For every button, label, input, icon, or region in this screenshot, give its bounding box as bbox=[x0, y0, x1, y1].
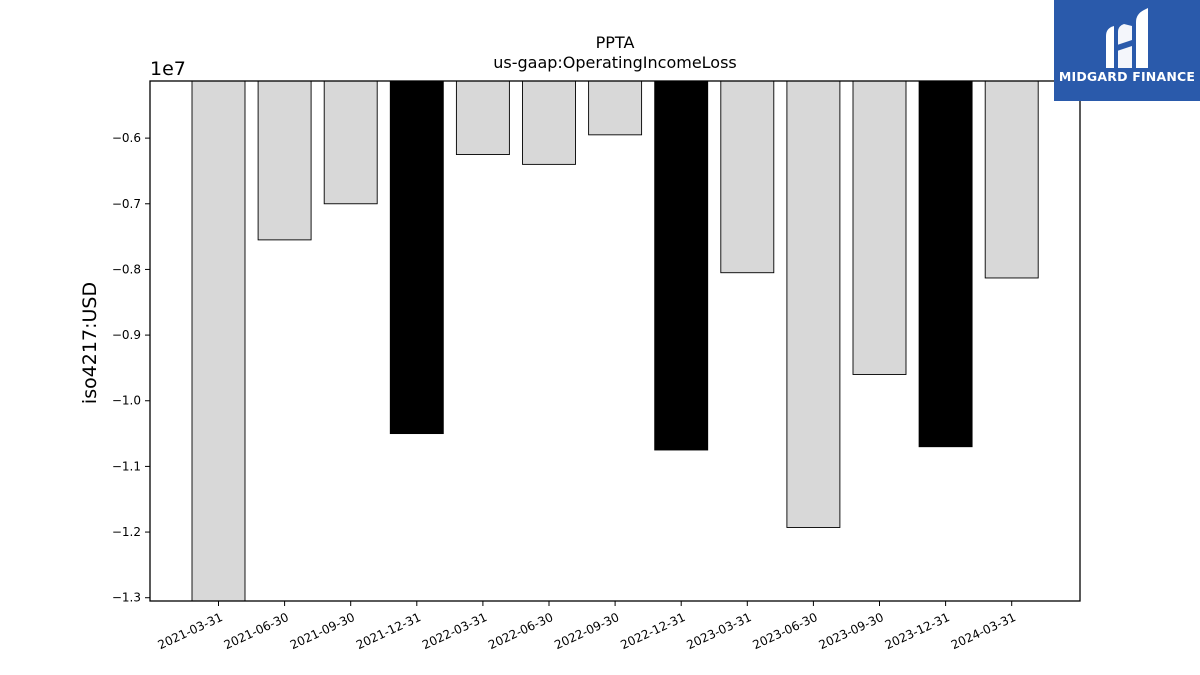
y-tick-label: −1.1 bbox=[112, 459, 141, 473]
bar-2021-12-31 bbox=[389, 80, 444, 435]
bar-2023-09-30 bbox=[852, 80, 907, 375]
bar-2024-03-31 bbox=[984, 80, 1039, 279]
midgard-logo-icon bbox=[1054, 0, 1200, 101]
bar-2021-06-30 bbox=[257, 80, 312, 241]
y-tick-label: −1.2 bbox=[112, 525, 141, 539]
brand-logo: MIDGARD FINANCE bbox=[1054, 0, 1200, 101]
y-tick-label: −0.8 bbox=[112, 262, 141, 276]
y-axis-offset-label: 1e7 bbox=[150, 58, 186, 80]
x-tick-label: 2023-06-30 bbox=[751, 610, 820, 652]
x-tick-label: 2023-03-31 bbox=[684, 610, 753, 652]
bar-2021-09-30 bbox=[323, 80, 378, 205]
bars-group bbox=[191, 80, 1039, 602]
logo-text: MIDGARD FINANCE bbox=[1058, 69, 1196, 84]
x-tick-label: 2021-06-30 bbox=[222, 610, 291, 652]
x-tick-label: 2021-12-31 bbox=[354, 610, 423, 652]
x-tick-label: 2022-03-31 bbox=[420, 610, 489, 652]
bar-2022-06-30 bbox=[522, 80, 576, 165]
y-axis-label: iso4217:USD bbox=[79, 282, 101, 404]
y-tick-label: −0.6 bbox=[112, 131, 141, 145]
x-tick-label: 2022-09-30 bbox=[552, 610, 621, 652]
x-tick-label: 2021-03-31 bbox=[156, 610, 225, 652]
x-tick-label: 2021-09-30 bbox=[288, 610, 357, 652]
chart-subtitle: us-gaap:OperatingIncomeLoss bbox=[493, 53, 737, 72]
bar-2021-03-31 bbox=[191, 80, 246, 602]
bar-2022-09-30 bbox=[588, 80, 643, 136]
bar-2022-03-31 bbox=[455, 80, 510, 155]
y-tick-label: −1.0 bbox=[112, 394, 141, 408]
x-tick-label: 2022-06-30 bbox=[486, 610, 555, 652]
x-tick-label: 2024-03-31 bbox=[949, 610, 1018, 652]
bar-2023-03-31 bbox=[720, 80, 775, 274]
y-tick-label: −1.3 bbox=[112, 591, 141, 605]
bar-2023-06-30 bbox=[786, 80, 841, 528]
x-tick-label: 2023-12-31 bbox=[883, 610, 952, 652]
bar-2022-12-31 bbox=[654, 80, 709, 451]
x-tick-label: 2022-12-31 bbox=[618, 610, 687, 652]
y-ticks-group: −0.6 −0.7 −0.8 −0.9 −1.0 −1.1 −1.2 −1.3 bbox=[112, 131, 150, 605]
y-tick-label: −0.9 bbox=[112, 328, 141, 342]
y-tick-label: −0.7 bbox=[112, 197, 141, 211]
chart-title: PPTA bbox=[596, 33, 635, 52]
plot-area-frame bbox=[149, 80, 1081, 602]
bar-2023-12-31 bbox=[918, 80, 973, 448]
x-ticks-group: 2021-03-312021-06-302021-09-302021-12-31… bbox=[156, 601, 1018, 652]
x-tick-label: 2023-09-30 bbox=[817, 610, 886, 652]
